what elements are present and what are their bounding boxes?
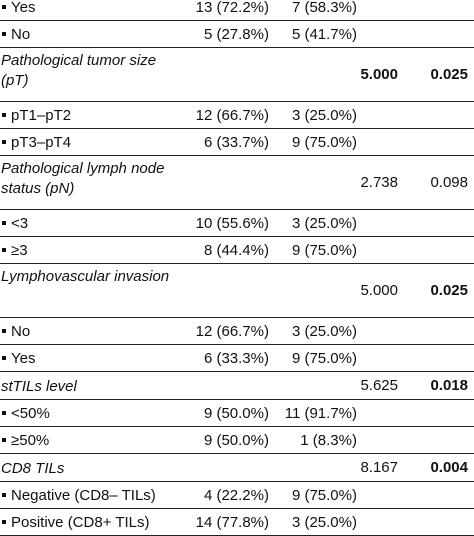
group2-count: 9 (75.0%) <box>291 134 357 151</box>
group1-count: 14 (77.8%) <box>195 514 269 531</box>
group2-count: 9 (75.0%) <box>291 487 357 504</box>
p-value: 0.004 <box>430 459 468 476</box>
table-row: Yes 6 (33.3%) 9 (75.0%) <box>0 345 474 372</box>
row-label: Yes <box>1 0 35 17</box>
test-statistic: 5.000 <box>360 282 398 299</box>
table-group-header: Pathological tumor size (pT) 5.000 0.025 <box>0 48 474 102</box>
table-row: <50% 9 (50.0%) 11 (91.7%) <box>0 400 474 427</box>
group-label: CD8 TILs <box>1 460 65 477</box>
row-label: <50% <box>1 405 50 423</box>
row-label: pT1–pT2 <box>1 107 71 125</box>
table-group-header: Lymphovascular invasion 5.000 0.025 <box>0 264 474 318</box>
row-label: ≥50% <box>1 432 49 450</box>
group2-count: 9 (75.0%) <box>291 350 357 367</box>
test-statistic: 8.167 <box>360 459 398 476</box>
group2-count: 3 (25.0%) <box>291 323 357 340</box>
group2-count: 9 (75.0%) <box>291 242 357 259</box>
p-value: 0.025 <box>430 282 468 299</box>
table-row: ≥3 8 (44.4%) 9 (75.0%) <box>0 237 474 264</box>
row-label: Yes <box>1 350 35 368</box>
test-statistic: 2.738 <box>360 174 398 191</box>
bullet-icon <box>2 493 6 498</box>
table-row: <3 10 (55.6%) 3 (25.0%) <box>0 210 474 237</box>
group1-count: 4 (22.2%) <box>203 487 269 504</box>
group1-count: 12 (66.7%) <box>195 107 269 124</box>
table-group-header: Pathological lymph node status (pN) 2.738… <box>0 156 474 210</box>
table-row: No 12 (66.7%) 3 (25.0%) <box>0 318 474 345</box>
group2-count: 11 (91.7%) <box>284 405 357 422</box>
test-statistic: 5.000 <box>360 66 398 83</box>
bullet-icon <box>2 32 6 37</box>
bullet-icon <box>2 520 6 525</box>
table-row: No 5 (27.8%) 5 (41.7%) <box>0 21 474 48</box>
bullet-icon <box>2 113 6 118</box>
group2-count: 1 (8.3%) <box>300 432 357 449</box>
p-value: 0.018 <box>430 377 468 394</box>
group2-count: 7 (58.3%) <box>291 0 357 16</box>
row-label: Negative (CD8– TILs) <box>1 487 156 505</box>
table-row: pT1–pT2 12 (66.7%) 3 (25.0%) <box>0 102 474 129</box>
test-statistic: 5.625 <box>360 377 398 394</box>
bullet-icon <box>2 248 6 253</box>
bullet-icon <box>2 329 6 334</box>
group1-count: 9 (50.0%) <box>203 432 269 449</box>
bullet-icon <box>2 438 6 443</box>
group1-count: 10 (55.6%) <box>195 215 269 232</box>
table-group-header: CD8 TILs 8.167 0.004 <box>0 454 474 482</box>
row-label: No <box>1 323 30 341</box>
group2-count: 5 (41.7%) <box>291 26 357 43</box>
bullet-icon <box>2 140 6 145</box>
bullet-icon <box>2 221 6 226</box>
group2-count: 3 (25.0%) <box>291 514 357 531</box>
group-label: Lymphovascular invasion <box>1 268 170 285</box>
group1-count: 5 (27.8%) <box>203 26 269 43</box>
row-label: <3 <box>1 215 28 233</box>
row-label: Positive (CD8+ TILs) <box>1 514 150 532</box>
table-row: Negative (CD8– TILs) 4 (22.2%) 9 (75.0%) <box>0 482 474 509</box>
bullet-icon <box>2 411 6 416</box>
group-label: Pathological tumor size (pT) <box>1 52 157 89</box>
p-value: 0.025 <box>430 66 468 83</box>
group-label: Pathological lymph node status (pN) <box>1 160 165 197</box>
table-group-header: stTILs level 5.625 0.018 <box>0 372 474 400</box>
bullet-icon <box>2 356 6 361</box>
group1-count: 12 (66.7%) <box>195 323 269 340</box>
row-label: No <box>1 26 30 44</box>
p-value: 0.098 <box>430 174 468 191</box>
row-label: ≥3 <box>1 242 28 260</box>
table-row: pT3–pT4 6 (33.7%) 9 (75.0%) <box>0 129 474 156</box>
group1-count: 13 (72.2%) <box>195 0 269 16</box>
table-row: Yes 13 (72.2%) 7 (58.3%) <box>0 0 474 21</box>
group2-count: 3 (25.0%) <box>291 215 357 232</box>
group-label: stTILs level <box>1 378 77 395</box>
bullet-icon <box>2 5 6 10</box>
group1-count: 8 (44.4%) <box>203 242 269 259</box>
group1-count: 6 (33.7%) <box>203 134 269 151</box>
group1-count: 6 (33.3%) <box>203 350 269 367</box>
table-row: Positive (CD8+ TILs) 14 (77.8%) 3 (25.0%) <box>0 509 474 536</box>
group2-count: 3 (25.0%) <box>291 107 357 124</box>
group1-count: 9 (50.0%) <box>203 405 269 422</box>
row-label: pT3–pT4 <box>1 134 71 152</box>
table-row: ≥50% 9 (50.0%) 1 (8.3%) <box>0 427 474 454</box>
